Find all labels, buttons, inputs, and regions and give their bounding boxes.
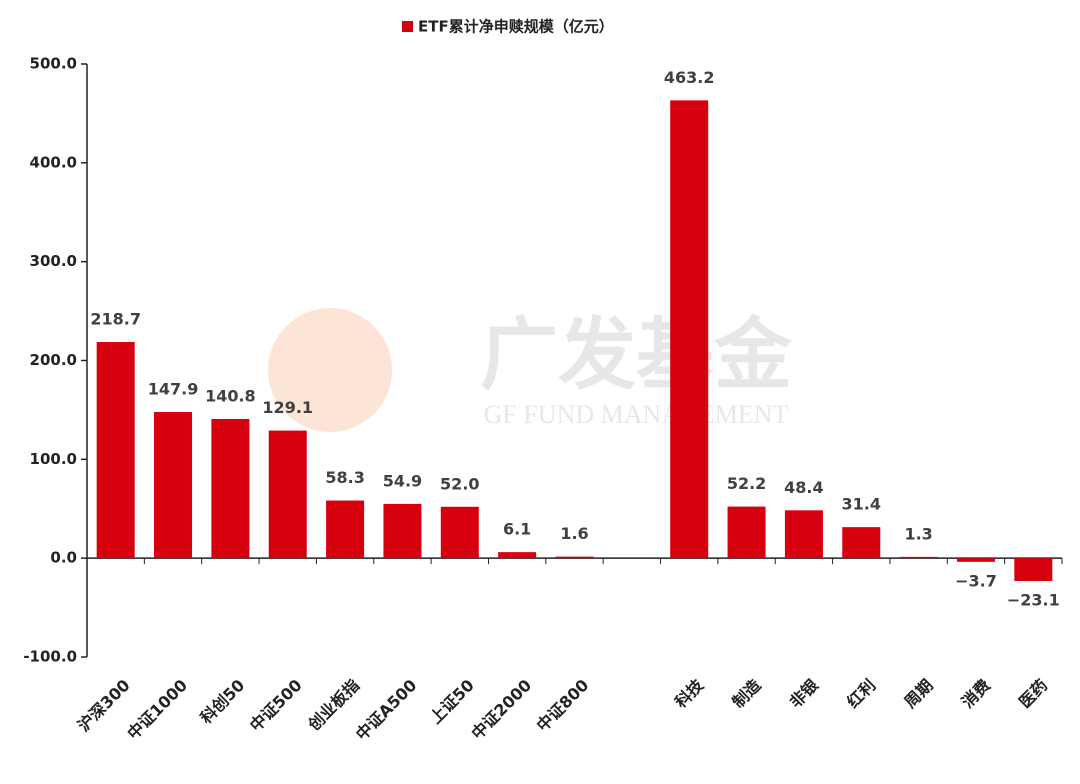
bar: [326, 500, 365, 559]
bar: [440, 506, 479, 559]
x-tick-label: 消费: [958, 676, 994, 712]
bar: [899, 556, 938, 559]
bar: [211, 419, 250, 559]
x-tick-label: 中证500: [246, 676, 306, 736]
data-label: 54.9: [383, 471, 422, 490]
data-label: 218.7: [90, 310, 141, 329]
x-tick-label: 中证1000: [123, 676, 191, 744]
bar: [956, 558, 995, 562]
bar: [842, 527, 881, 559]
data-label: 147.9: [148, 379, 199, 398]
y-tick-label: 100.0: [30, 450, 77, 468]
data-label: 140.8: [205, 387, 256, 406]
x-tick-label: 中证800: [533, 676, 593, 736]
data-label: 52.2: [727, 474, 766, 493]
bar: [784, 510, 823, 559]
x-tick-label: 周期: [901, 676, 937, 712]
x-tick-label: 创业板指: [304, 676, 363, 735]
x-tick-label: 中证A500: [352, 676, 420, 744]
bar: [498, 552, 537, 559]
watermark-cn: 广发基金: [480, 310, 793, 400]
data-label: 1.3: [904, 524, 932, 543]
data-label: 52.0: [440, 474, 479, 493]
x-tick-label: 科技: [671, 675, 708, 712]
data-label: 1.6: [560, 524, 588, 543]
x-tick-label: 非银: [786, 675, 823, 712]
bar: [383, 503, 422, 559]
y-tick-label: 400.0: [30, 153, 77, 171]
x-tick-label: 制造: [728, 675, 765, 712]
legend-label: ETF累计净申赎规模（亿元）: [418, 18, 614, 36]
data-label: 58.3: [325, 468, 364, 487]
legend-swatch: [402, 21, 413, 32]
data-label: 48.4: [784, 478, 823, 497]
x-tick-label: 红利: [843, 676, 879, 712]
bar: [555, 556, 594, 559]
bar: [268, 430, 307, 559]
bar: [154, 411, 193, 559]
y-tick-label: 500.0: [30, 55, 77, 73]
data-label: 129.1: [262, 398, 313, 417]
x-tick-label: 医药: [1015, 676, 1051, 712]
x-tick-label: 上证50: [426, 676, 478, 728]
y-tick-label: 300.0: [30, 252, 77, 270]
x-tick-label: 沪深300: [74, 676, 134, 736]
y-tick-label: 0.0: [50, 549, 77, 567]
data-label: −3.7: [955, 571, 997, 590]
data-label: 6.1: [503, 520, 531, 539]
data-label: 463.2: [664, 68, 715, 87]
data-label: −23.1: [1007, 590, 1060, 609]
x-tick-label: 科创50: [197, 676, 249, 728]
bar: [1014, 558, 1053, 581]
watermark: 广发基金 GF FUND MANAGEMENT: [268, 308, 793, 432]
watermark-logo: [268, 308, 392, 432]
bar: [96, 342, 135, 559]
watermark-en: GF FUND MANAGEMENT: [484, 400, 789, 429]
y-tick-label: -100.0: [23, 648, 77, 666]
x-tick-label: 中证2000: [468, 676, 536, 744]
bar: [670, 100, 709, 559]
bar: [727, 506, 766, 559]
y-tick-label: 200.0: [30, 351, 77, 369]
data-label: 31.4: [842, 495, 881, 514]
